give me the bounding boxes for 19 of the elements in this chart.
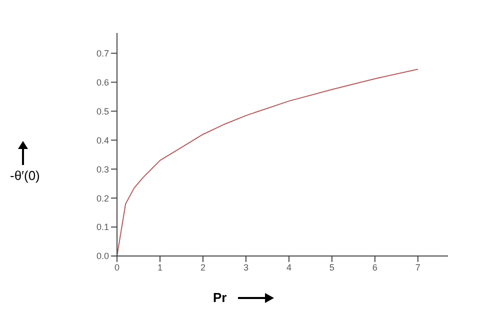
- x-tick-label: 7: [415, 262, 420, 272]
- x-tick-label: 0: [114, 262, 120, 272]
- x-tick-label: 5: [329, 262, 334, 272]
- y-tick-label: 0.2: [96, 193, 109, 204]
- y-tick-label: 0.4: [96, 135, 109, 146]
- line-series: [117, 68, 418, 256]
- y-tick-label: 0.1: [96, 222, 109, 232]
- y-tick-label: 0.6: [96, 77, 109, 88]
- y-tick-label: 0.0: [96, 251, 109, 262]
- x-axis-title: Pr: [213, 290, 227, 305]
- x-tick-label: 3: [243, 262, 248, 272]
- x-tick-label: 1: [157, 262, 162, 272]
- y-axis-title: -θ′(0): [10, 168, 40, 183]
- x-tick-label: 2: [200, 262, 206, 272]
- y-tick-label: 0.7: [96, 48, 109, 58]
- x-tick-label: 6: [372, 262, 378, 272]
- x-tick-label: 4: [286, 262, 292, 272]
- y-tick-label: 0.3: [96, 164, 109, 174]
- y-tick-label: 0.5: [96, 106, 109, 116]
